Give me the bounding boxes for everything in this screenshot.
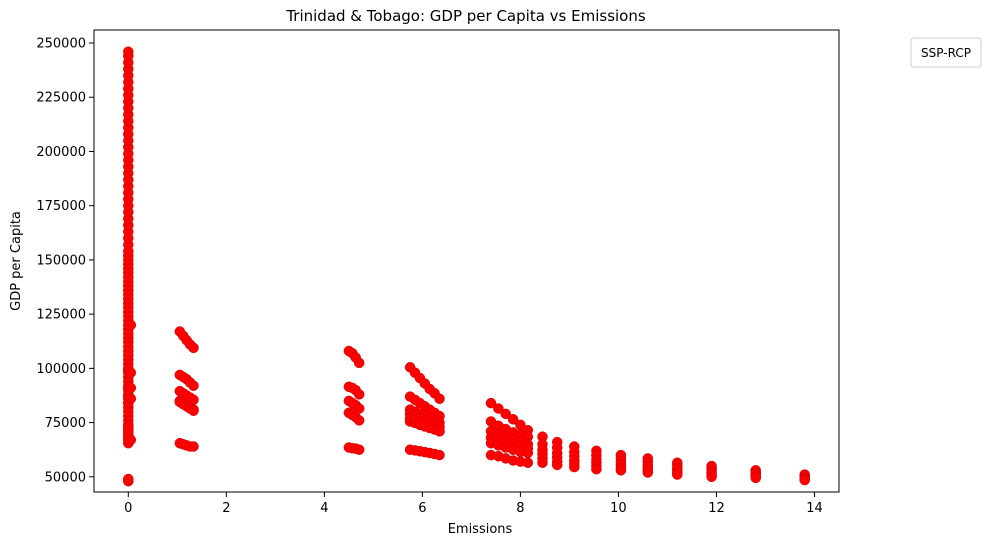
data-point [522,447,534,459]
data-point [750,472,761,484]
y-tick-label: 200000 [36,145,86,160]
data-point [569,461,580,473]
data-point [706,471,717,483]
x-tick-label: 4 [320,501,328,516]
y-tick-label: 75000 [45,416,86,431]
data-point [188,405,199,416]
data-point [615,465,627,476]
data-point [537,457,548,468]
y-tick-label: 125000 [36,308,86,323]
data-point [125,393,137,404]
plot-frame [93,29,840,493]
data-point [125,319,137,331]
legend-title: SSP-RCP [921,46,971,60]
x-axis-ticks: 0 2 4 6 8 10 12 14 [124,492,823,516]
x-axis-label: Emissions [448,522,513,537]
y-tick-label: 250000 [36,37,86,52]
data-point [353,444,365,455]
data-point [642,467,654,478]
y-axis-label: GDP per Capita [9,211,24,311]
data-point [123,473,134,485]
data-point [434,449,445,461]
data-point [188,441,199,452]
data-point [125,382,137,394]
data-point [591,463,602,475]
y-tick-label: 150000 [36,253,86,268]
data-point [522,457,534,468]
data-point [799,474,810,486]
data-point [551,459,563,471]
x-tick-label: 6 [418,501,426,516]
data-point [125,367,137,378]
data-point [500,408,511,420]
data-point [123,46,134,57]
y-tick-label: 175000 [36,199,86,214]
data-point [434,393,445,404]
x-tick-label: 12 [708,501,725,516]
x-tick-label: 10 [610,501,627,516]
y-tick-label: 100000 [36,362,86,377]
x-tick-label: 2 [222,501,230,516]
data-point [434,426,445,437]
legend-box [910,37,982,68]
x-tick-label: 0 [124,501,132,516]
data-point [188,380,199,391]
chart-title: Trinidad & Tobago: GDP per Capita vs Emi… [285,7,646,25]
y-tick-label: 50000 [45,470,86,485]
data-point [485,397,497,409]
data-point [125,434,137,446]
data-point [353,389,365,400]
data-point [353,415,365,426]
plot-area [94,30,839,492]
x-tick-label: 14 [806,501,823,516]
y-tick-label: 225000 [36,91,86,106]
data-point [188,342,199,354]
data-point [493,403,504,414]
legend: SSP-RCP [910,37,982,68]
data-point [672,469,683,480]
y-axis-ticks: 50000 75000 100000 125000 150000 175000 200000… [36,37,94,485]
data-point [507,414,519,425]
data-point [353,357,365,369]
data-points [123,46,810,487]
x-tick-label: 8 [516,501,524,516]
